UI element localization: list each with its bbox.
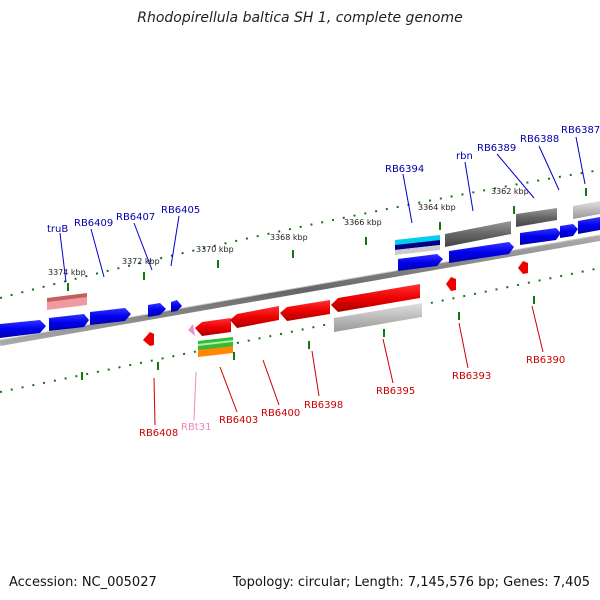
gene-forward[interactable] [560,224,578,238]
gene-label-reverse[interactable]: RB6390 [526,355,565,366]
scale-label: 3374 kbp [48,268,86,277]
scale-label: 3370 kbp [196,245,234,254]
rna-leader-line [193,371,197,421]
gene-label-forward[interactable]: RB6409 [74,218,113,229]
scale-label: 3366 kbp [344,218,382,227]
map-title: Rhodopirellula baltica SH 1, complete ge… [137,10,463,26]
gene-forward[interactable] [171,300,182,312]
gene-label-forward[interactable]: truB [47,224,68,235]
gene-navy[interactable] [395,240,440,250]
gene-reverse-small[interactable] [446,277,456,291]
major-ticks-outer [67,188,587,291]
gene-silver[interactable] [395,245,440,255]
gene-label-forward[interactable]: RB6405 [161,205,200,216]
gene-forward[interactable] [49,314,89,331]
reverse-genes [143,261,528,357]
gene-forward[interactable] [90,308,131,325]
gene-reverse[interactable] [230,306,279,328]
gene-label-reverse[interactable]: RB6400 [261,408,300,419]
gene-label-rna[interactable]: RBt31 [181,422,211,433]
gene-label-forward[interactable]: rbn [456,151,473,162]
gene-gray[interactable] [516,208,557,227]
scale-label: 3372 kbp [122,257,160,266]
gene-reverse[interactable] [195,318,231,336]
gene-label-reverse[interactable]: RB6393 [452,371,491,382]
scale-label: 3364 kbp [418,203,456,212]
gene-reverse-small[interactable] [143,332,154,346]
reverse-leader-lines [153,305,544,426]
gene-label-forward[interactable]: RB6389 [477,143,516,154]
gene-forward[interactable] [0,320,46,338]
gene-reverse-small[interactable] [518,261,528,274]
genome-info-text: Topology: circular; Length: 7,145,576 bp… [232,575,590,590]
gene-label-forward[interactable]: RB6394 [385,164,424,175]
gene-forward[interactable] [449,242,514,263]
gene-forward[interactable] [148,303,166,317]
gene-label-forward[interactable]: RB6388 [520,134,559,145]
gene-label-reverse[interactable]: RB6403 [219,415,258,426]
gene-rna[interactable] [188,324,195,336]
gene-lightgray[interactable] [573,201,600,219]
gene-label-reverse[interactable]: RB6408 [139,428,178,439]
outer-tick-track [0,169,600,299]
genome-backbone [0,235,600,346]
scale-label: 3368 kbp [270,233,308,242]
accession-text: Accession: NC_005027 [9,575,157,590]
gene-forward[interactable] [520,228,561,245]
gene-gray[interactable] [445,221,511,247]
gene-reverse[interactable] [331,284,420,312]
forward-genes [0,201,600,338]
gene-label-forward[interactable]: RB6387 [561,125,600,136]
gene-label-reverse[interactable]: RB6395 [376,386,415,397]
gene-lightgray[interactable] [334,303,422,332]
gene-reverse[interactable] [280,300,330,321]
forward-leader-lines [59,136,586,283]
gene-label-reverse[interactable]: RB6398 [304,400,343,411]
gene-orange[interactable] [198,346,233,357]
gene-label-forward[interactable]: RB6407 [116,212,155,223]
scale-label: 3362 kbp [491,187,529,196]
gene-forward[interactable] [578,217,600,234]
gene-forward[interactable] [398,254,443,271]
major-ticks-inner [81,296,535,380]
gene-cyan[interactable] [395,235,440,245]
